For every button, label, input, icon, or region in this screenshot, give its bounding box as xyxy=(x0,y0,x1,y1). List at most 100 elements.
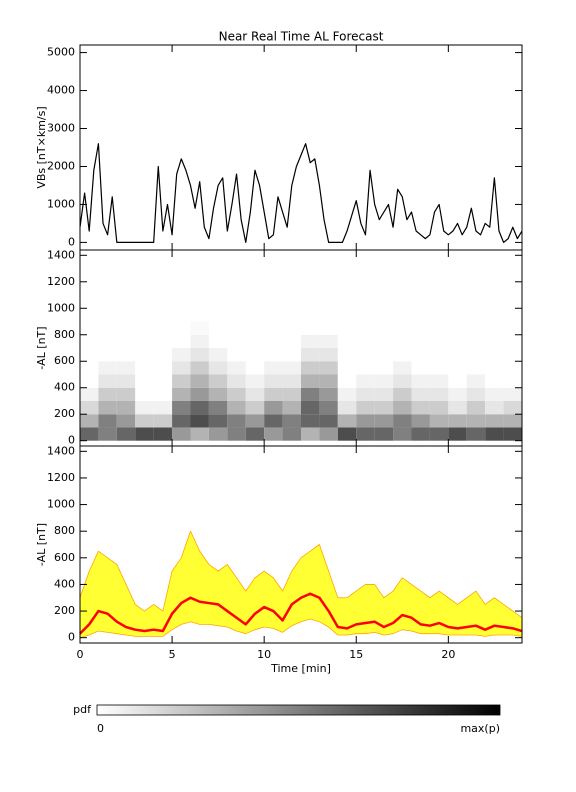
heat-cell xyxy=(356,387,375,401)
plot-frame xyxy=(79,445,523,644)
y-tick-label: 4000 xyxy=(47,84,75,97)
heat-cell xyxy=(227,427,246,441)
heat-cell xyxy=(190,374,209,388)
heat-cell xyxy=(503,361,522,375)
heat-cell xyxy=(80,321,99,335)
heat-cell xyxy=(172,400,191,415)
heat-cell xyxy=(466,321,486,335)
x-tick-label: 20 xyxy=(441,648,455,661)
heat-cell xyxy=(466,400,486,415)
heat-cell xyxy=(356,414,375,428)
plot-frame xyxy=(79,44,523,251)
heat-cell xyxy=(153,400,173,415)
heat-cell xyxy=(503,334,522,348)
x-axis-label: Time [min] xyxy=(270,662,331,675)
heat-cell xyxy=(448,361,467,375)
heat-cell xyxy=(356,334,375,348)
heat-cell xyxy=(116,400,136,415)
heat-cell xyxy=(80,348,99,362)
heat-cell xyxy=(116,414,136,428)
heat-cell xyxy=(245,427,265,441)
heat-cell xyxy=(282,321,301,335)
heat-cell xyxy=(190,427,209,441)
heat-cell xyxy=(485,374,504,388)
heat-cell xyxy=(301,334,320,348)
heat-cell xyxy=(356,348,375,362)
heat-cell xyxy=(80,387,99,401)
heat-cell xyxy=(190,334,209,348)
heat-cell xyxy=(448,374,467,388)
heat-cell xyxy=(448,427,467,441)
heat-cell xyxy=(356,400,375,415)
heat-cell xyxy=(448,321,467,335)
heat-cell xyxy=(393,361,412,375)
heat-cell xyxy=(411,348,430,362)
heat-cell xyxy=(264,414,283,428)
heat-cell xyxy=(448,414,467,428)
heat-cell xyxy=(208,361,228,375)
heat-cell xyxy=(135,387,154,401)
heat-cell xyxy=(466,427,486,441)
heat-cell xyxy=(153,414,173,428)
heat-cell xyxy=(411,374,430,388)
heat-cell xyxy=(282,348,301,362)
heat-cell xyxy=(135,361,154,375)
heat-cell xyxy=(429,400,449,415)
heat-cell xyxy=(282,427,301,441)
heat-cell xyxy=(282,414,301,428)
heat-cell xyxy=(466,387,486,401)
heat-cell xyxy=(466,361,486,375)
heat-cell xyxy=(80,427,99,441)
heat-cell xyxy=(411,361,430,375)
heat-cell xyxy=(80,374,99,388)
heat-cell xyxy=(301,387,320,401)
heat-cell xyxy=(153,348,173,362)
heat-cell xyxy=(98,321,117,335)
heat-cell xyxy=(411,387,430,401)
heat-cell xyxy=(448,400,467,415)
heat-cell xyxy=(301,348,320,362)
heat-cell xyxy=(208,321,228,335)
heat-cell xyxy=(411,414,430,428)
heat-cell xyxy=(80,334,99,348)
x-tick-label: 0 xyxy=(77,648,84,661)
heat-cell xyxy=(80,414,99,428)
heat-cell xyxy=(393,321,412,335)
heat-cell xyxy=(411,427,430,441)
heat-cell xyxy=(301,414,320,428)
heat-cell xyxy=(282,334,301,348)
heat-cell xyxy=(301,427,320,441)
heat-cell xyxy=(374,334,394,348)
heat-cell xyxy=(319,400,338,415)
y-tick-label: 800 xyxy=(54,328,75,341)
heat-cell xyxy=(282,400,301,415)
heat-cell xyxy=(485,321,504,335)
chart-title: Near Real Time AL Forecast xyxy=(219,30,384,44)
y-tick-label: 400 xyxy=(54,577,75,590)
y-tick-label: 600 xyxy=(54,354,75,367)
heat-cell xyxy=(190,321,209,335)
heat-cell xyxy=(448,387,467,401)
heat-cell xyxy=(374,387,394,401)
y-tick-label: 0 xyxy=(68,631,75,644)
heat-cell xyxy=(429,374,449,388)
heat-cell xyxy=(153,321,173,335)
heat-cell xyxy=(264,374,283,388)
heat-cell xyxy=(135,348,154,362)
series-line xyxy=(79,143,523,244)
heat-cell xyxy=(429,414,449,428)
heat-cell xyxy=(393,348,412,362)
y-tick-label: 1000 xyxy=(47,301,75,314)
heat-cell xyxy=(227,334,246,348)
heat-cell xyxy=(356,321,375,335)
heat-cell xyxy=(208,387,228,401)
heat-cell xyxy=(429,321,449,335)
heat-cell xyxy=(172,348,191,362)
heat-cell xyxy=(172,427,191,441)
heat-cell xyxy=(393,334,412,348)
heat-cell xyxy=(208,348,228,362)
heat-cell xyxy=(227,400,246,415)
y-tick-label: 1200 xyxy=(47,471,75,484)
heat-cell xyxy=(374,400,394,415)
